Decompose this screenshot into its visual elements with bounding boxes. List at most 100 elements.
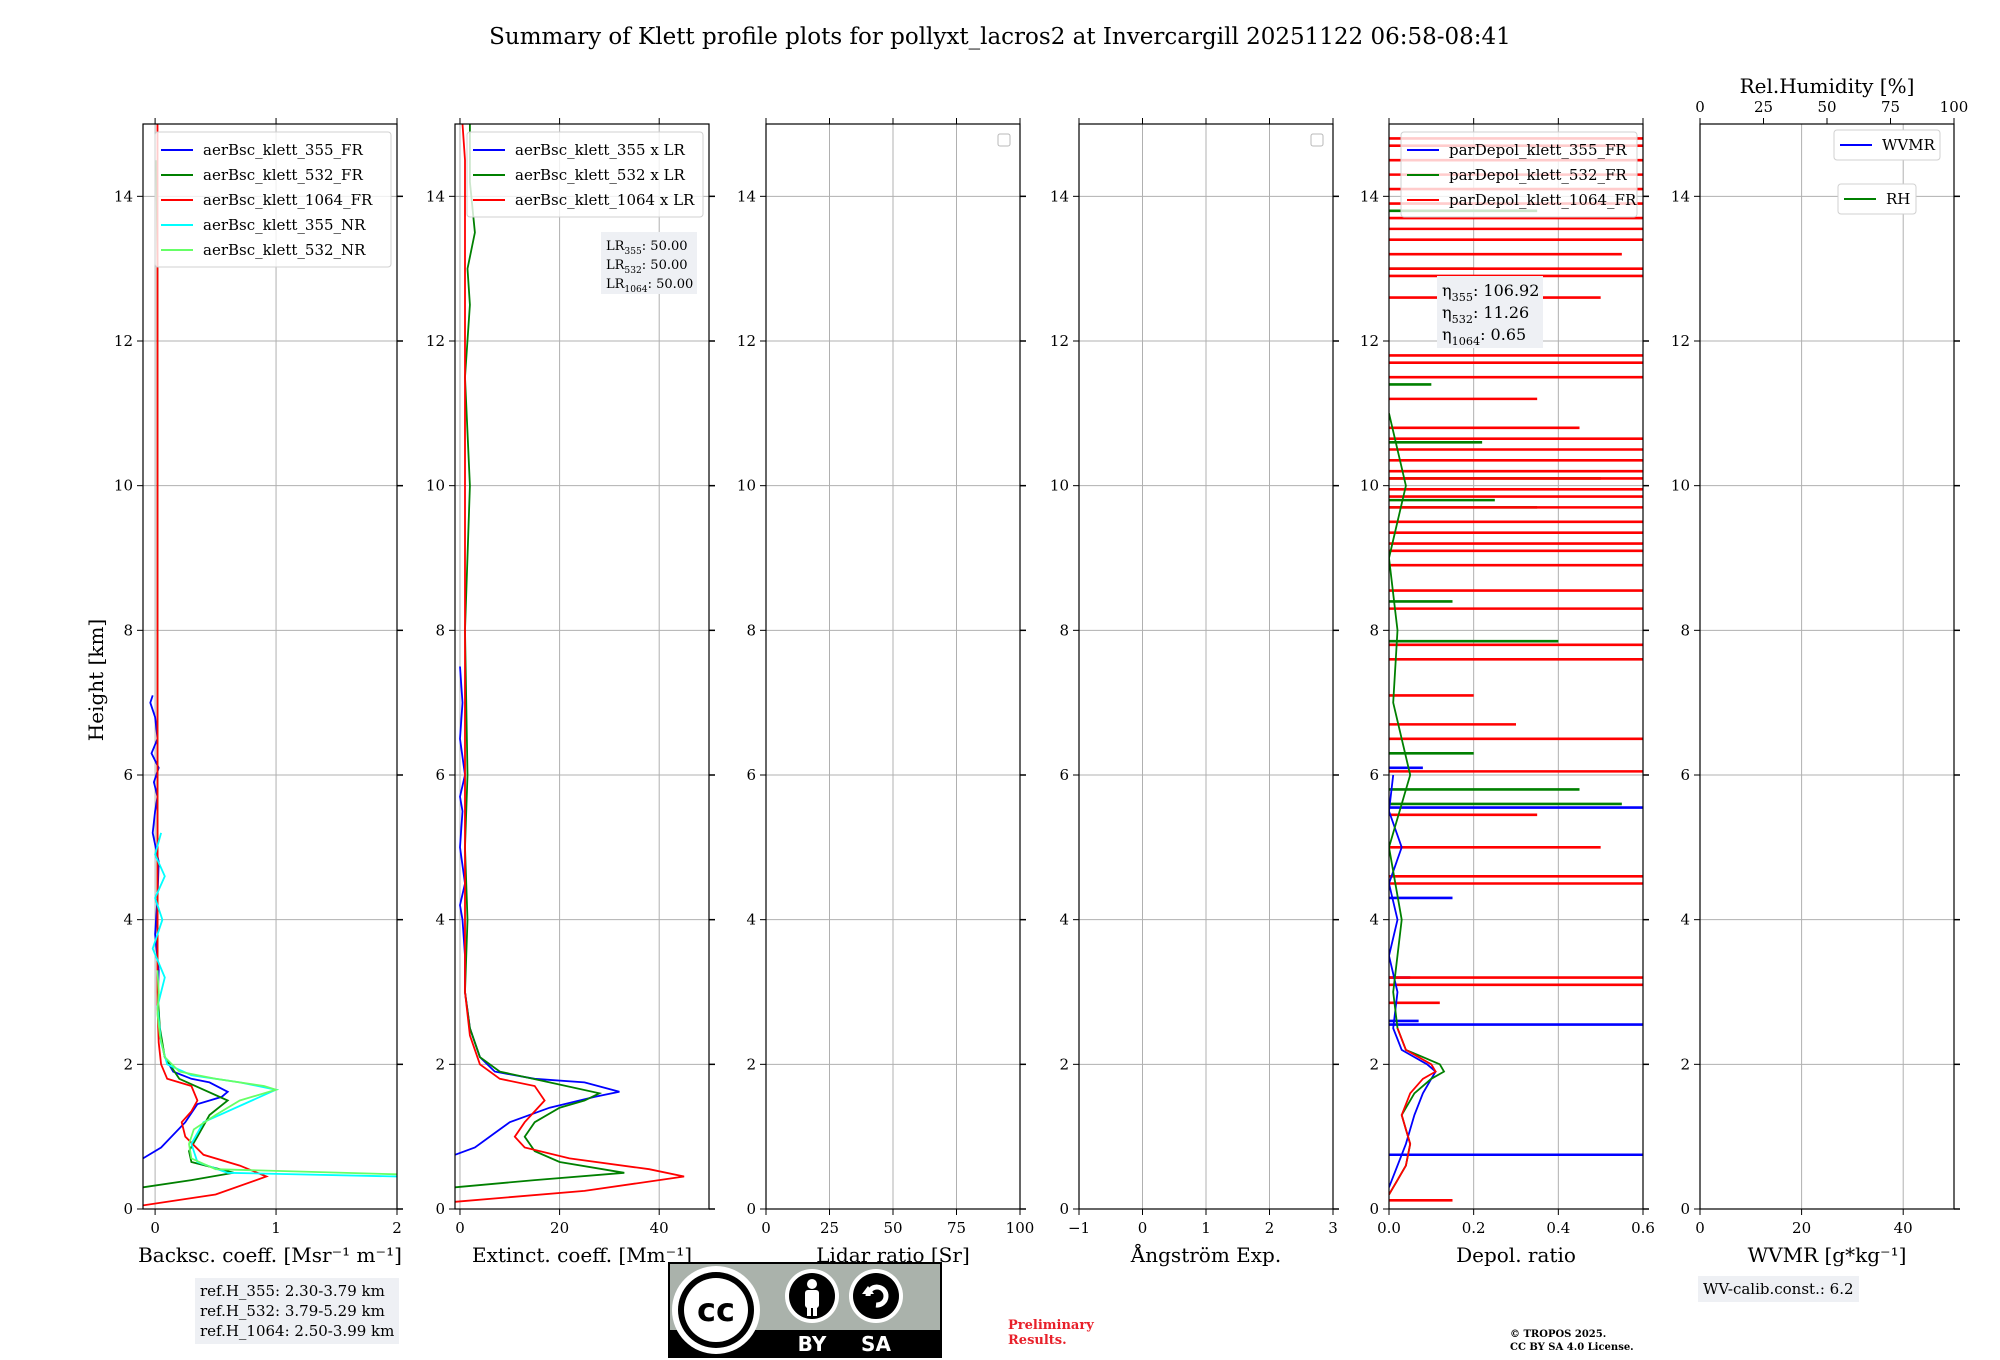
x-tick-label: 0.2 — [1462, 1219, 1486, 1237]
note-box — [1437, 276, 1543, 348]
legend-label: aerBsc_klett_532_FR — [203, 166, 363, 184]
series-line-aerBsc_klett_1064 x LR — [455, 124, 685, 1203]
x-axis-label: Backsc. coeff. [Msr⁻¹ m⁻¹] — [138, 1243, 402, 1267]
y-tick-label: 0 — [1059, 1200, 1069, 1218]
x-tick-label: −1 — [1068, 1219, 1090, 1237]
y-tick-label: 12 — [1050, 332, 1069, 350]
y-tick-label: 14 — [114, 187, 133, 205]
y-tick-label: 2 — [435, 1055, 445, 1073]
y-tick-label: 6 — [746, 766, 756, 784]
ref-height-notes: ref.H_355: 2.30-3.79 km ref.H_532: 3.79-… — [195, 1278, 400, 1344]
y-tick-label: 10 — [1360, 477, 1379, 495]
ref-height-1064: ref.H_1064: 2.50-3.99 km — [200, 1322, 395, 1340]
x-tick-label: 0.0 — [1377, 1219, 1401, 1237]
top-axis-label: Rel.Humidity [%] — [1740, 74, 1915, 98]
x-tick-label: 2 — [392, 1219, 402, 1237]
lidar-ratio-note: LR1064: 50.00 — [606, 277, 693, 295]
series-line-aerBsc_klett_532_NR — [156, 970, 397, 1176]
y-tick-label: 12 — [114, 332, 133, 350]
y-tick-label: 2 — [1059, 1055, 1069, 1073]
y-tick-label: 0 — [123, 1200, 133, 1218]
y-tick-label: 4 — [1369, 911, 1379, 929]
y-tick-label: 10 — [1050, 477, 1069, 495]
legend-label: aerBsc_klett_355 x LR — [515, 141, 686, 159]
y-tick-label: 0 — [1369, 1200, 1379, 1218]
y-tick-label: 2 — [746, 1055, 756, 1073]
y-tick-label: 4 — [123, 911, 133, 929]
legend-label: aerBsc_klett_1064_FR — [203, 191, 373, 209]
y-tick-label: 10 — [426, 477, 445, 495]
legend-label: aerBsc_klett_532 x LR — [515, 166, 686, 184]
y-tick-label: 12 — [737, 332, 756, 350]
eta-note: η1064: 0.65 — [1442, 325, 1526, 348]
x-tick-label: 25 — [820, 1219, 839, 1237]
x-tick-label: 40 — [1894, 1219, 1913, 1237]
x-tick-label: 2 — [1265, 1219, 1275, 1237]
y-tick-label: 6 — [1369, 766, 1379, 784]
legend-label: parDepol_klett_532_FR — [1449, 166, 1627, 184]
axes-frame — [1388, 123, 1644, 1210]
ref-height-355: ref.H_355: 2.30-3.79 km — [200, 1282, 385, 1300]
legend-box — [1400, 131, 1638, 218]
y-tick-label: 2 — [1680, 1055, 1690, 1073]
panel-ext: 0 20 40 0 2 4 6 8 10 12 14 Extinct. coeff. [Mm⁻¹] ae… — [426, 118, 715, 1267]
x-tick-label: 100 — [1006, 1219, 1035, 1237]
x-axis-label: Extinct. coeff. [Mm⁻¹] — [472, 1243, 692, 1267]
x-axis-label: WVMR [g*kg⁻¹] — [1748, 1243, 1907, 1267]
panel-wv: 0 20 40 0 2 4 6 8 10 12 14 WVMR [g*kg⁻¹] 0 25 50 75 100 R… — [1671, 74, 1968, 1267]
ref-height-532: ref.H_532: 3.79-5.29 km — [200, 1302, 385, 1320]
cc-logo-text: cc — [697, 1291, 735, 1329]
y-tick-label: 2 — [123, 1055, 133, 1073]
y-tick-label: 14 — [1050, 187, 1069, 205]
legend-box — [466, 131, 704, 218]
legend-box — [154, 131, 392, 268]
legend-WVMR: WVMR — [1833, 129, 1941, 161]
x-tick-label: 20 — [550, 1219, 569, 1237]
chart-title: Summary of Klett profile plots for polly… — [489, 24, 1511, 50]
lidar-ratio-note: LR532: 50.00 — [606, 258, 688, 276]
top-tick-label: 0 — [1695, 98, 1705, 116]
preliminary-results-note: Preliminary Results. — [1008, 1318, 1094, 1348]
legend-box — [1837, 183, 1917, 215]
y-tick-label: 8 — [1680, 621, 1690, 639]
y-tick-label: 4 — [746, 911, 756, 929]
panel-depol: 0.0 0.2 0.4 0.6 0 2 4 6 8 10 12 14 Depol. ratio parDe… — [1360, 118, 1655, 1267]
x-tick-label: 0 — [1138, 1219, 1148, 1237]
x-tick-label: 75 — [947, 1219, 966, 1237]
eta-note: η355: 106.92 — [1442, 281, 1539, 304]
y-tick-label: 10 — [1671, 477, 1690, 495]
note-box — [601, 232, 697, 294]
series-line-aerBsc_klett_355 x LR — [455, 666, 620, 1156]
y-tick-label: 10 — [737, 477, 756, 495]
x-tick-label: 40 — [650, 1219, 669, 1237]
legend-empty-box — [997, 133, 1011, 147]
series-line-aerBsc_klett_532 x LR — [455, 124, 625, 1189]
top-tick-label: 25 — [1754, 98, 1773, 116]
axes-frame — [454, 123, 710, 1210]
x-tick-label: 50 — [883, 1219, 902, 1237]
series-line-parDepol_klett_1064_FR — [1389, 1027, 1437, 1195]
y-axis-label: Height [km] — [84, 619, 108, 741]
y-tick-label: 8 — [1059, 621, 1069, 639]
x-tick-label: 0 — [455, 1219, 465, 1237]
legend-RH: RH — [1837, 183, 1917, 215]
y-tick-label: 4 — [435, 911, 445, 929]
y-tick-label: 0 — [746, 1200, 756, 1218]
x-tick-label: 0 — [1695, 1219, 1705, 1237]
y-tick-label: 12 — [1360, 332, 1379, 350]
y-tick-label: 14 — [426, 187, 445, 205]
x-tick-label: 0 — [150, 1219, 160, 1237]
x-axis-label: Ångström Exp. — [1130, 1242, 1281, 1267]
series-line-aerBsc_klett_355_NR — [151, 832, 397, 1178]
cc-by-text: BY — [798, 1332, 827, 1356]
axes-frame — [1699, 123, 1955, 1210]
y-tick-label: 8 — [123, 621, 133, 639]
legend-depol: parDepol_klett_355_FR parDepol_klett_532_… — [1400, 131, 1638, 218]
plot-area-bsc — [143, 124, 397, 1207]
